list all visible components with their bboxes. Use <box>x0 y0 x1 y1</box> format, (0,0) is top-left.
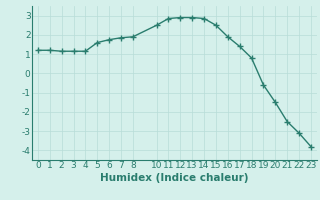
X-axis label: Humidex (Indice chaleur): Humidex (Indice chaleur) <box>100 173 249 183</box>
